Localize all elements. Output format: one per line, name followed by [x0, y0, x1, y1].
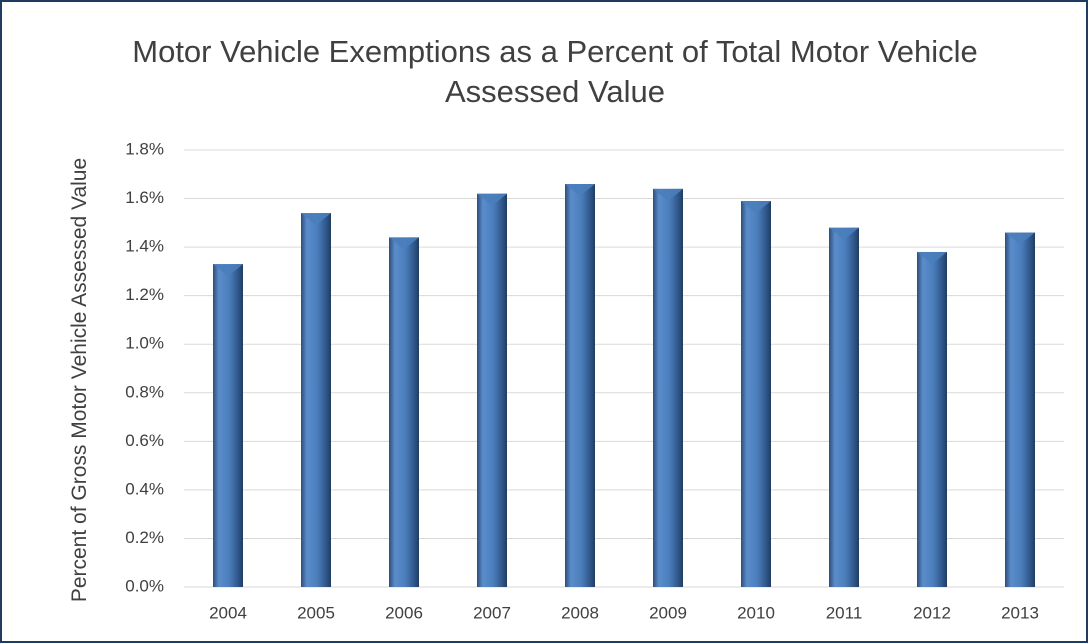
x-tick-label: 2013 — [1001, 603, 1039, 622]
x-tick-label: 2010 — [737, 603, 775, 622]
bar-bevel-top — [653, 188, 683, 201]
bar — [477, 193, 507, 587]
y-tick-label: 0.8% — [125, 382, 164, 401]
x-tick-label: 2012 — [913, 603, 951, 622]
bar — [301, 213, 331, 587]
bar-bevel-top — [301, 213, 331, 226]
bar — [565, 183, 595, 587]
y-tick-label: 1.0% — [125, 334, 164, 353]
bar — [917, 251, 947, 587]
bar — [213, 264, 243, 587]
x-tick-label: 2011 — [826, 603, 863, 622]
chart-title: Motor Vehicle Exemptions as a Percent of… — [132, 34, 978, 109]
x-tick-label: 2007 — [473, 603, 511, 622]
y-tick-label: 0.4% — [125, 479, 164, 498]
bar — [741, 200, 771, 587]
x-tick-label: 2004 — [209, 603, 247, 622]
y-tick-label: 1.8% — [125, 139, 164, 158]
y-axis-label: Percent of Gross Motor Vehicle Assessed … — [68, 157, 91, 603]
bar-bevel-top — [213, 264, 243, 277]
bar — [389, 237, 419, 587]
x-tick-label: 2006 — [385, 603, 423, 622]
x-tick-label: 2008 — [561, 603, 599, 622]
bar — [653, 188, 683, 587]
bar-bevel-top — [565, 183, 595, 196]
bar-bevel-top — [829, 227, 859, 240]
x-tick-label: 2009 — [649, 603, 687, 622]
x-tick-label: 2005 — [297, 603, 335, 622]
bar — [829, 227, 859, 587]
y-tick-label: 1.4% — [125, 237, 164, 256]
y-tick-label: 1.2% — [125, 285, 164, 304]
bar-bevel-top — [389, 237, 419, 250]
y-tick-label: 0.2% — [125, 528, 164, 547]
bar-bevel-top — [917, 251, 947, 264]
y-tick-label: 0.6% — [125, 431, 164, 450]
y-tick-label: 0.0% — [125, 576, 164, 595]
bar — [1005, 232, 1035, 588]
bar-bevel-top — [741, 200, 771, 213]
y-tick-label: 1.6% — [125, 188, 164, 207]
bar-bevel-top — [477, 193, 507, 206]
bar-bevel-top — [1005, 232, 1035, 245]
